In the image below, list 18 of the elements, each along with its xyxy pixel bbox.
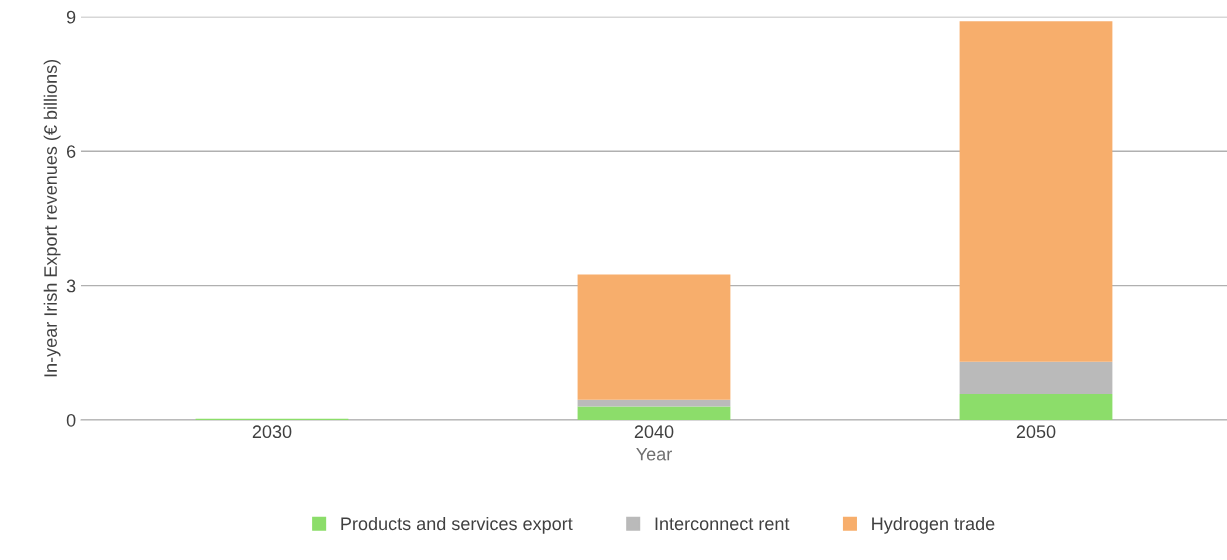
legend-label: Interconnect rent [655,517,790,531]
bar [577,406,731,420]
x-tick-label: 2030 [252,425,292,439]
y-tick-label: 0 [66,413,76,427]
y-axis-title: In-year Irish Export revenues (€ billions) [43,59,61,377]
legend-label: Hydrogen trade [872,516,995,534]
x-tick-label: 2050 [1016,425,1056,439]
bar [577,399,731,407]
y-tick-label: 9 [66,10,76,24]
y-tick-label: 3 [66,279,76,293]
legend-label: Products and services export [341,516,573,534]
y-tick-label: 6 [67,145,76,158]
bar [959,394,1113,420]
x-axis-title: Year [636,447,672,461]
bar [577,274,731,400]
bar [959,21,1113,362]
bar [959,361,1113,395]
x-tick-label: 2040 [634,425,674,439]
